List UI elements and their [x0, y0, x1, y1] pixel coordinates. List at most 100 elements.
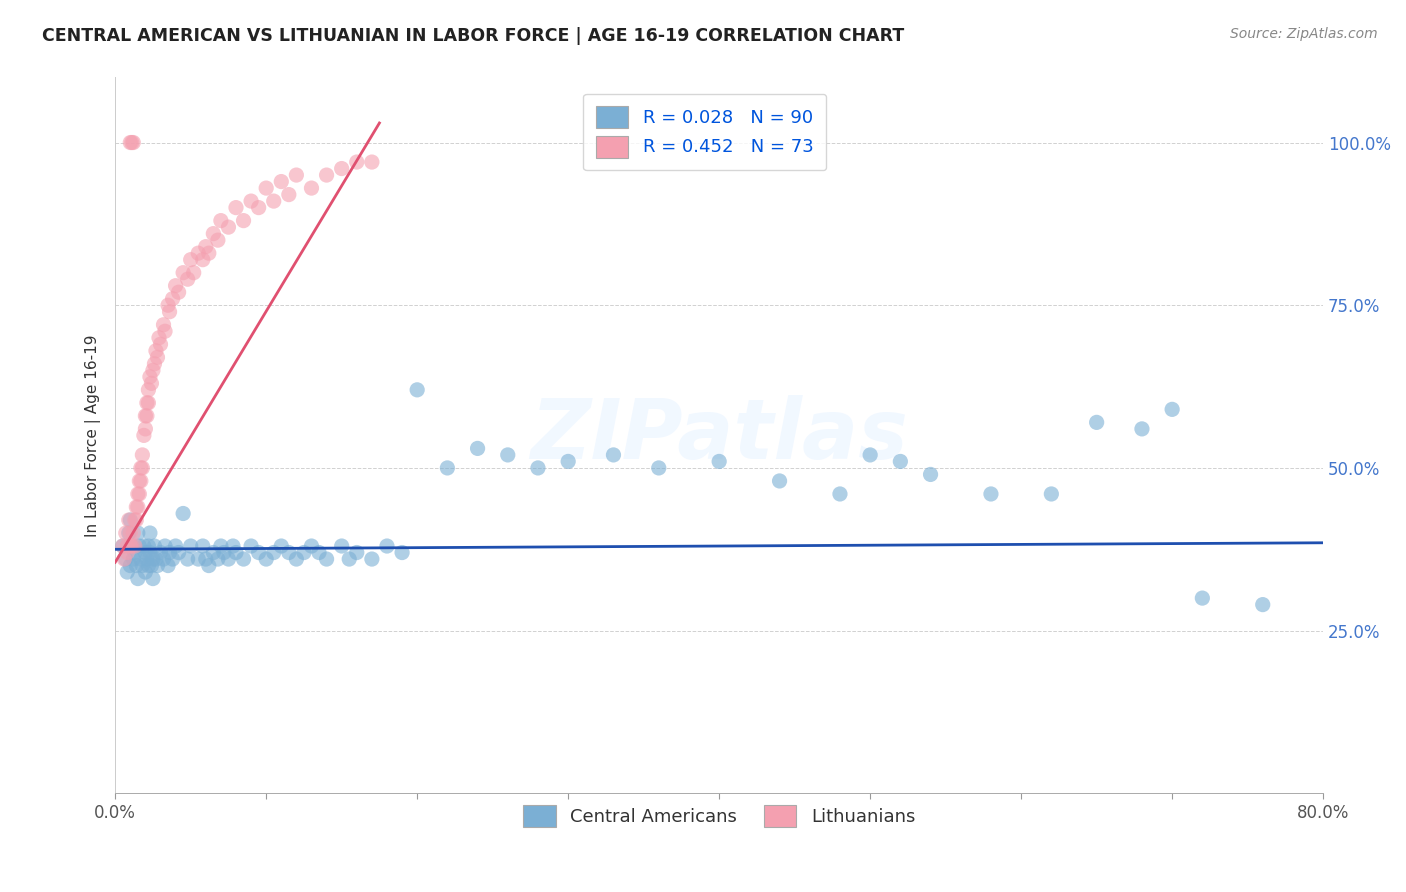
Point — [391, 545, 413, 559]
Point — [157, 298, 180, 312]
Point — [153, 539, 176, 553]
Point — [148, 331, 170, 345]
Point — [114, 552, 136, 566]
Point — [172, 266, 194, 280]
Point — [135, 409, 157, 423]
Point — [132, 428, 155, 442]
Point — [129, 474, 152, 488]
Point — [141, 376, 163, 391]
Point — [183, 266, 205, 280]
Point — [132, 539, 155, 553]
Point — [212, 545, 235, 559]
Point — [146, 351, 169, 365]
Point — [142, 552, 165, 566]
Point — [232, 552, 254, 566]
Point — [127, 572, 149, 586]
Point — [139, 369, 162, 384]
Point — [128, 474, 150, 488]
Point — [120, 526, 142, 541]
Point — [114, 526, 136, 541]
Point — [436, 461, 458, 475]
Point — [134, 545, 156, 559]
Point — [153, 324, 176, 338]
Point — [527, 461, 550, 475]
Point — [120, 558, 142, 573]
Point — [222, 539, 245, 553]
Point — [165, 539, 187, 553]
Point — [117, 539, 139, 553]
Point — [263, 194, 285, 208]
Point — [602, 448, 624, 462]
Point — [180, 252, 202, 267]
Point — [118, 526, 141, 541]
Point — [768, 474, 790, 488]
Point — [277, 187, 299, 202]
Point — [145, 552, 167, 566]
Point — [330, 161, 353, 176]
Point — [134, 409, 156, 423]
Point — [120, 136, 142, 150]
Point — [207, 233, 229, 247]
Point — [285, 552, 308, 566]
Point — [292, 545, 315, 559]
Y-axis label: In Labor Force | Age 16-19: In Labor Force | Age 16-19 — [86, 334, 101, 537]
Point — [117, 545, 139, 559]
Point — [138, 396, 160, 410]
Point — [180, 539, 202, 553]
Point — [232, 213, 254, 227]
Point — [124, 539, 146, 553]
Point — [176, 272, 198, 286]
Point — [301, 181, 323, 195]
Point — [859, 448, 882, 462]
Point — [127, 500, 149, 514]
Point — [889, 454, 911, 468]
Point — [138, 558, 160, 573]
Point — [301, 539, 323, 553]
Point — [146, 558, 169, 573]
Point — [247, 201, 270, 215]
Point — [254, 181, 277, 195]
Point — [707, 454, 730, 468]
Point — [162, 292, 184, 306]
Point — [131, 558, 153, 573]
Point — [165, 278, 187, 293]
Point — [129, 552, 152, 566]
Point — [191, 252, 214, 267]
Point — [125, 558, 148, 573]
Point — [121, 539, 143, 553]
Point — [187, 246, 209, 260]
Point — [142, 363, 165, 377]
Point — [217, 220, 239, 235]
Point — [467, 442, 489, 456]
Point — [143, 357, 166, 371]
Point — [217, 552, 239, 566]
Point — [131, 461, 153, 475]
Point — [1085, 416, 1108, 430]
Point — [920, 467, 942, 482]
Point — [270, 175, 292, 189]
Point — [194, 552, 217, 566]
Point — [124, 545, 146, 559]
Text: CENTRAL AMERICAN VS LITHUANIAN IN LABOR FORCE | AGE 16-19 CORRELATION CHART: CENTRAL AMERICAN VS LITHUANIAN IN LABOR … — [42, 27, 904, 45]
Point — [648, 461, 671, 475]
Point — [112, 552, 135, 566]
Point — [135, 396, 157, 410]
Point — [980, 487, 1002, 501]
Point — [152, 552, 174, 566]
Point — [202, 545, 225, 559]
Point — [277, 545, 299, 559]
Point — [1251, 598, 1274, 612]
Point — [125, 500, 148, 514]
Point — [120, 513, 142, 527]
Point — [162, 552, 184, 566]
Point — [406, 383, 429, 397]
Point — [111, 539, 134, 553]
Point — [135, 552, 157, 566]
Point — [131, 448, 153, 462]
Point — [127, 526, 149, 541]
Point — [187, 552, 209, 566]
Point — [315, 552, 337, 566]
Point — [209, 213, 232, 227]
Point — [139, 545, 162, 559]
Point — [159, 545, 181, 559]
